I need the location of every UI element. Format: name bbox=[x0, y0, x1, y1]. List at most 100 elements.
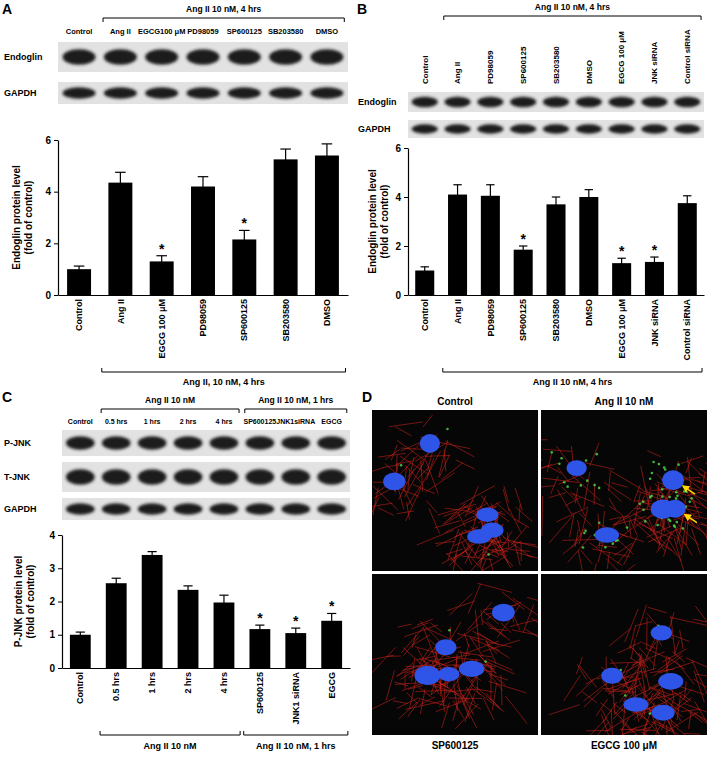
x-tick: PD98059 bbox=[198, 299, 208, 337]
actin-fiber bbox=[372, 467, 384, 475]
micrograph-background bbox=[372, 410, 538, 571]
blot-band bbox=[412, 97, 438, 107]
actin-fiber bbox=[603, 702, 617, 723]
error-bar bbox=[259, 625, 260, 633]
y-tick-label: 0 bbox=[49, 663, 55, 674]
actin-fiber bbox=[456, 460, 475, 469]
blot-band bbox=[66, 436, 95, 450]
actin-fiber bbox=[423, 415, 433, 427]
blot-row-label: P-JNK bbox=[4, 438, 32, 448]
blot-strip bbox=[408, 92, 704, 112]
actin-fiber bbox=[389, 422, 423, 427]
actin-fiber bbox=[677, 529, 693, 555]
actin-fiber bbox=[492, 684, 496, 711]
arrow bbox=[683, 486, 695, 494]
blot-band bbox=[543, 124, 569, 133]
green-signal bbox=[649, 496, 652, 499]
nucleus bbox=[476, 508, 498, 522]
actin-fiber bbox=[444, 449, 446, 471]
actin-fiber bbox=[622, 659, 639, 678]
x-tick: Control bbox=[75, 672, 85, 704]
error-cap bbox=[486, 184, 494, 185]
actin-fiber bbox=[541, 439, 547, 441]
actin-fiber bbox=[614, 711, 640, 735]
actin-fiber bbox=[513, 615, 520, 631]
blot-lane-label: SP600125 bbox=[519, 46, 528, 84]
actin-fiber bbox=[623, 734, 637, 735]
blot-band bbox=[412, 124, 438, 133]
actin-fiber bbox=[625, 609, 639, 642]
x-tick: Control bbox=[74, 299, 84, 331]
green-signal bbox=[652, 461, 655, 464]
blot-lane-label: 1 hrs bbox=[144, 418, 161, 425]
micrograph bbox=[541, 410, 707, 571]
actin-fiber bbox=[648, 518, 659, 542]
actin-fiber bbox=[442, 463, 463, 480]
blot-lane-label: 0.5 hrs bbox=[105, 418, 128, 425]
actin-fiber bbox=[378, 508, 393, 516]
actin-fiber bbox=[507, 532, 509, 549]
y-axis-title: (fold of control) bbox=[379, 185, 390, 259]
actin-fiber bbox=[438, 658, 460, 667]
actin-fiber bbox=[632, 652, 665, 665]
actin-fiber bbox=[403, 636, 419, 655]
micrograph bbox=[372, 410, 538, 571]
actin-fiber bbox=[417, 619, 433, 625]
significance: * bbox=[520, 231, 526, 247]
significance: * bbox=[329, 598, 335, 614]
actin-fiber bbox=[581, 550, 592, 564]
actin-fiber bbox=[372, 497, 379, 520]
y-axis: 01234 bbox=[49, 530, 62, 674]
actin-fiber bbox=[521, 542, 522, 561]
actin-fiber bbox=[502, 531, 512, 548]
x-tick-label: Control siRNA bbox=[682, 299, 692, 361]
actin-fiber bbox=[670, 618, 707, 626]
green-signal bbox=[651, 472, 654, 475]
nucleus bbox=[652, 705, 675, 721]
actin-fiber bbox=[707, 506, 708, 540]
green-signal bbox=[638, 502, 641, 505]
actin-fiber bbox=[681, 456, 703, 464]
blot-band bbox=[210, 469, 239, 485]
blot-band bbox=[444, 124, 470, 133]
green-signal bbox=[400, 464, 403, 467]
actin-fiber bbox=[577, 664, 586, 679]
actin-fiber bbox=[612, 564, 635, 571]
actin-fiber bbox=[672, 652, 684, 662]
blot-band bbox=[186, 87, 219, 98]
bar bbox=[285, 633, 306, 668]
actin-fiber bbox=[454, 538, 470, 545]
green-signal bbox=[566, 485, 569, 488]
actin-fiber bbox=[549, 705, 580, 715]
blot-row-label: Endoglin bbox=[4, 52, 43, 62]
nucleus bbox=[651, 500, 675, 519]
y-tick-mark bbox=[54, 140, 58, 141]
bar bbox=[142, 555, 163, 668]
actin-fiber bbox=[477, 583, 511, 592]
micrograph bbox=[372, 574, 538, 735]
nucleus bbox=[662, 470, 684, 490]
green-signal bbox=[484, 660, 487, 663]
blot-band bbox=[641, 124, 667, 133]
nucleus bbox=[420, 434, 440, 453]
x-tick-label: PD98059 bbox=[198, 299, 208, 337]
y-axis-title: (fold of control) bbox=[23, 181, 34, 255]
actin-fiber bbox=[501, 675, 502, 705]
x-tick-label: DMSO bbox=[322, 299, 332, 326]
actin-fiber bbox=[412, 658, 415, 681]
green-signal bbox=[583, 532, 586, 535]
blot-band bbox=[102, 503, 131, 514]
y-tick-mark bbox=[54, 243, 58, 244]
green-signal bbox=[677, 463, 680, 466]
actin-fiber bbox=[651, 722, 678, 735]
x-tick-label: EGCG 100 μM bbox=[157, 299, 167, 359]
panel-letter: D bbox=[362, 389, 372, 405]
blot-lane-label: Ang II bbox=[453, 62, 462, 84]
y-tick: 0 bbox=[45, 290, 58, 301]
blot-strip bbox=[58, 82, 348, 104]
error-bar bbox=[424, 267, 425, 274]
blot-lane-label: JNK1siRNA bbox=[276, 418, 315, 425]
error-bar bbox=[80, 632, 81, 637]
bar bbox=[514, 250, 533, 295]
actin-fiber bbox=[489, 628, 507, 631]
